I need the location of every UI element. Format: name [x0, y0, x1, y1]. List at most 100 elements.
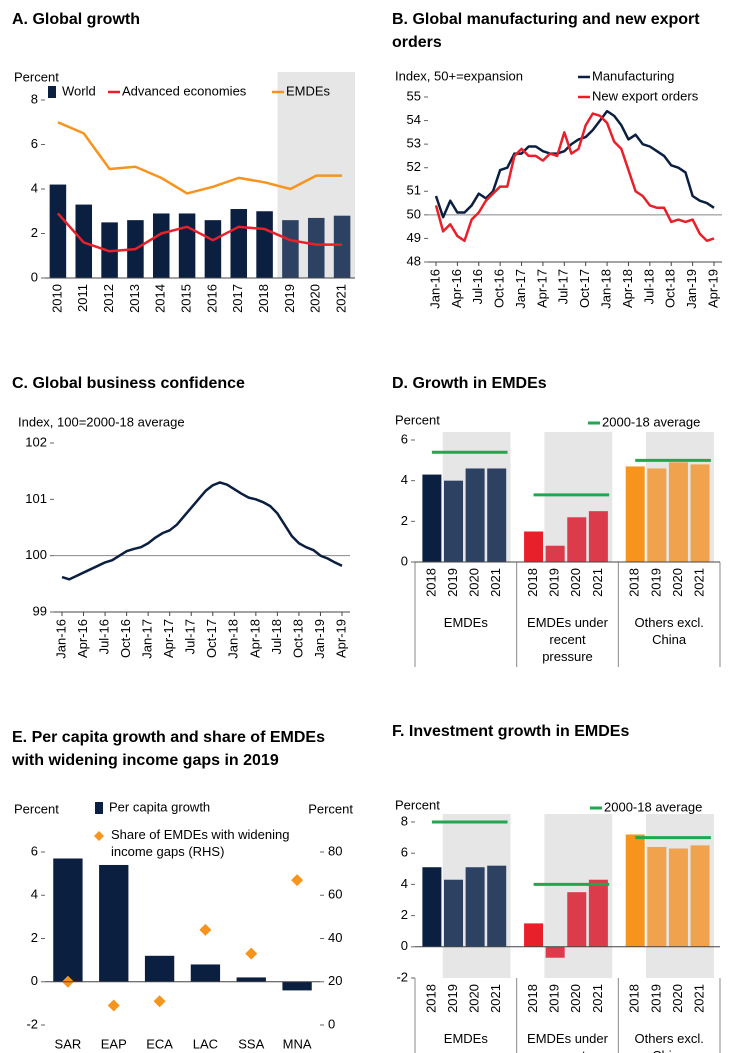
point	[153, 995, 166, 1008]
x-tick-label: MNA	[283, 1036, 312, 1051]
x-tick-label: Oct-18	[663, 269, 678, 308]
series-line	[57, 121, 343, 195]
bar	[152, 213, 170, 278]
x-tick-label: 2021	[590, 568, 605, 597]
panel-title: D. Growth in EMDEs	[392, 375, 547, 392]
y-tick-label: 2	[31, 930, 38, 945]
y-tick-label: 0	[328, 1016, 335, 1031]
x-tick-label: Jul-16	[97, 619, 112, 654]
y-tick-label: 40	[328, 930, 342, 945]
y-tick-label: 60	[328, 887, 342, 902]
x-tick-label: 2018	[525, 984, 540, 1013]
series-line	[61, 481, 343, 581]
x-tick-label: 2021	[488, 568, 503, 597]
y-tick-label: 0	[401, 553, 408, 568]
x-tick-label: Jan-18	[599, 269, 614, 309]
y-tick-label: 51	[407, 183, 421, 198]
bar	[144, 955, 175, 982]
x-tick-label: 2018	[627, 984, 642, 1013]
bar	[545, 545, 565, 562]
x-tick-label: 2018	[627, 568, 642, 597]
x-tick-label: SSA	[238, 1036, 264, 1051]
panel-title: C. Global business confidence	[12, 375, 245, 392]
x-tick-label: Jan-19	[312, 619, 327, 659]
x-tick-label: ECA	[146, 1036, 173, 1051]
x-tick-label: 2019	[648, 984, 663, 1013]
x-tick-label: Oct-16	[118, 619, 133, 658]
x-tick-label: 2018	[423, 568, 438, 597]
x-tick-label: Oct-18	[290, 619, 305, 658]
bar	[690, 845, 710, 947]
x-tick-label: LAC	[193, 1036, 218, 1051]
y-tick-label: 48	[407, 253, 421, 268]
x-tick-label: 2012	[101, 284, 116, 313]
axis-label: Index, 100=2000-18 average	[18, 414, 185, 429]
y-tick-label: 55	[407, 88, 421, 103]
x-tick-label: 2020	[670, 984, 685, 1013]
x-tick-label: Jul-18	[641, 269, 656, 304]
legend-swatch	[95, 802, 103, 814]
x-tick-label: 2015	[179, 284, 194, 313]
bar	[230, 209, 248, 278]
y-tick-label: 53	[407, 136, 421, 151]
x-tick-label: 2020	[308, 284, 323, 313]
axis-label: Percent	[14, 801, 59, 816]
bar	[625, 466, 645, 562]
x-tick-label: Jan-16	[427, 269, 442, 309]
x-tick-label: Jan-17	[140, 619, 155, 659]
axis-label: Percent	[395, 412, 440, 427]
bar	[647, 468, 667, 562]
x-tick-label: SAR	[55, 1036, 82, 1051]
bar	[690, 464, 710, 562]
x-tick-label: Jan-18	[226, 619, 241, 659]
panel-title: B. Global manufacturing and new export o…	[392, 11, 700, 51]
axis-label: Index, 50+=expansion	[395, 68, 523, 83]
x-tick-label: 2019	[547, 568, 562, 597]
bar	[444, 879, 464, 947]
x-tick-label: 2014	[153, 284, 168, 313]
y-tick-label: 6	[31, 843, 38, 858]
x-tick-label: Jan-19	[684, 269, 699, 309]
y-tick-label: 2	[31, 225, 38, 240]
legend-label: Share of EMDEs with widening income gaps …	[111, 827, 289, 859]
x-tick-label: 2021	[590, 984, 605, 1013]
x-tick-label: 2019	[445, 568, 460, 597]
legend-swatch	[48, 86, 56, 98]
x-tick-label: 2010	[49, 284, 64, 313]
x-tick-label: Apr-17	[534, 269, 549, 308]
legend-label: Advanced economies	[122, 83, 247, 98]
x-tick-label: Oct-16	[492, 269, 507, 308]
y-tick-label: 50	[407, 206, 421, 221]
y-tick-label: 4	[401, 876, 408, 891]
x-tick-label: Apr-17	[161, 619, 176, 658]
group-label: Others excl.China	[634, 615, 703, 647]
x-tick-label: 2018	[525, 568, 540, 597]
panel-title: E. Per capita growth and share of EMDEs …	[12, 729, 325, 769]
x-tick-label: 2020	[670, 568, 685, 597]
panel-title: A. Global growth	[12, 11, 140, 28]
bar	[588, 511, 608, 562]
bar	[465, 468, 485, 562]
legend-label: EMDEs	[286, 83, 331, 98]
x-tick-label: 2021	[488, 984, 503, 1013]
axis-label: Percent	[308, 801, 353, 816]
bar	[282, 981, 312, 991]
x-tick-label: Apr-19	[705, 269, 720, 308]
y-tick-label: 2	[401, 513, 408, 528]
axis-label: Percent	[14, 69, 59, 84]
bar	[567, 892, 587, 947]
y-tick-label: 6	[401, 845, 408, 860]
x-tick-label: Jul-16	[470, 269, 485, 304]
y-tick-label: 6	[401, 431, 408, 446]
bar	[49, 184, 67, 278]
y-tick-label: 102	[25, 434, 47, 449]
x-tick-label: Apr-18	[620, 269, 635, 308]
legend-label: New export orders	[592, 88, 699, 103]
bar	[465, 867, 485, 947]
y-tick-label: 6	[31, 136, 38, 151]
x-tick-label: 2020	[467, 984, 482, 1013]
y-tick-label: 80	[328, 843, 342, 858]
